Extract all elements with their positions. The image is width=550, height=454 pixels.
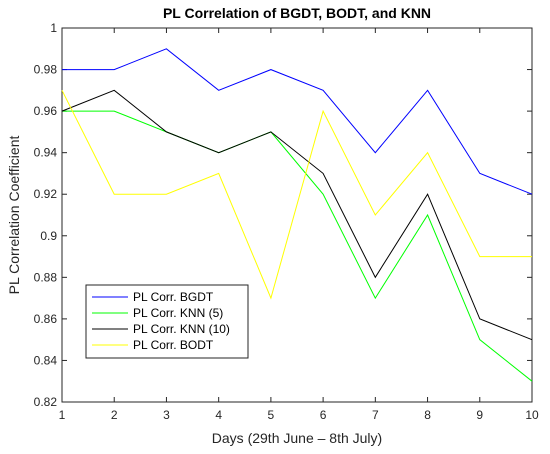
x-axis-label: Days (29th June – 8th July) <box>212 430 382 446</box>
series-line-3 <box>61 89 533 341</box>
y-tick-label: 0.9 <box>40 229 57 243</box>
chart-title: PL Correlation of BGDT, BODT, and KNN <box>163 5 431 21</box>
x-tick-label: 8 <box>424 408 431 422</box>
series-lines <box>61 48 533 382</box>
x-tick-label: 5 <box>268 408 275 422</box>
x-axis: 1 2 3 4 5 6 7 8 9 10 <box>59 28 539 422</box>
legend-label-2: PL Corr. KNN (5) <box>133 306 223 320</box>
y-axis-label: PL Correlation Coefficient <box>6 136 22 295</box>
x-tick-label: 3 <box>163 408 170 422</box>
x-tick-label: 7 <box>372 408 379 422</box>
y-tick-label: 0.92 <box>34 187 58 201</box>
series-line-4 <box>61 90 532 300</box>
x-tick-label: 1 <box>59 408 66 422</box>
y-tick-label: 0.88 <box>34 270 58 284</box>
series-line-2 <box>62 110 533 382</box>
x-tick-label: 6 <box>320 408 327 422</box>
y-tick-label: 0.94 <box>34 146 58 160</box>
y-tick-label: 0.96 <box>34 104 58 118</box>
x-tick-label: 9 <box>476 408 483 422</box>
y-tick-label: 1 <box>50 21 57 35</box>
legend-label-1: PL Corr. BGDT <box>133 290 214 304</box>
x-tick-label: 4 <box>215 408 222 422</box>
legend-label-4: PL Corr. BODT <box>133 338 214 352</box>
x-tick-label: 2 <box>111 408 118 422</box>
y-tick-label: 0.98 <box>34 63 58 77</box>
y-tick-label: 0.84 <box>34 353 58 367</box>
x-tick-label: 10 <box>525 408 539 422</box>
legend-label-3: PL Corr. KNN (10) <box>133 322 230 336</box>
series-line-1 <box>62 48 533 195</box>
y-tick-label: 0.82 <box>34 395 58 409</box>
y-axis: 0.82 0.84 0.86 0.88 0.9 0.92 0.94 0.96 0.98 1 <box>34 21 532 409</box>
legend: PL Corr. BGDT PL Corr. KNN (5) PL Corr. KN… <box>85 284 249 359</box>
y-tick-label: 0.86 <box>34 312 58 326</box>
